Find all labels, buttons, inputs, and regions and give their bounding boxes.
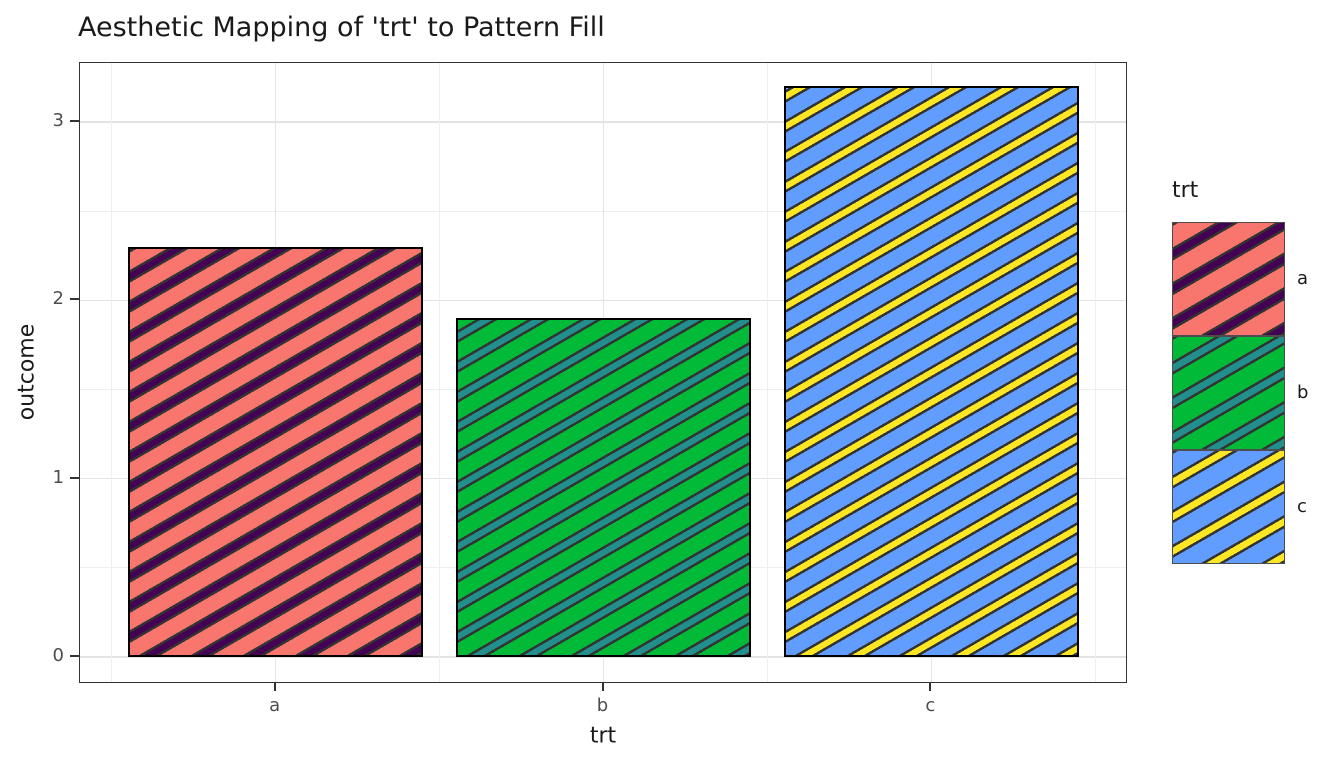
x-tick-mark [273, 683, 276, 691]
y-tick-label: 0 [52, 645, 64, 666]
gridline-minor-x [766, 63, 768, 682]
x-axis-label: trt [589, 723, 617, 749]
x-tick-mark [601, 683, 604, 691]
legend-key-label: a [1297, 268, 1309, 289]
y-tick-mark [70, 476, 79, 479]
legend-key-label: c [1297, 496, 1307, 517]
plot-panel [79, 62, 1127, 683]
legend-title: trt [1172, 178, 1199, 203]
legend-key-b [1172, 336, 1285, 450]
bar-b [456, 318, 751, 657]
x-tick-label: c [925, 695, 936, 716]
chart-title: Aesthetic Mapping of 'trt' to Pattern Fi… [78, 12, 605, 43]
bar-c [783, 86, 1079, 657]
bar-a [128, 246, 424, 657]
y-tick-label: 1 [52, 466, 64, 488]
gridline-minor-x [1094, 63, 1096, 682]
y-tick-mark [70, 120, 79, 122]
y-axis-label: outcome [14, 323, 40, 421]
gridline-minor-x [111, 63, 113, 682]
y-tick-label: 3 [52, 110, 64, 131]
legend-key-a [1172, 222, 1285, 336]
y-tick-mark [70, 298, 79, 301]
x-tick-mark [929, 683, 932, 691]
y-tick-label: 2 [52, 288, 64, 310]
x-tick-label: b [596, 695, 609, 716]
legend-key-c [1172, 450, 1285, 564]
gridline-minor-x [439, 63, 441, 682]
x-tick-label: a [269, 695, 281, 716]
y-tick-mark [70, 655, 79, 657]
legend-key-label: b [1297, 382, 1309, 403]
